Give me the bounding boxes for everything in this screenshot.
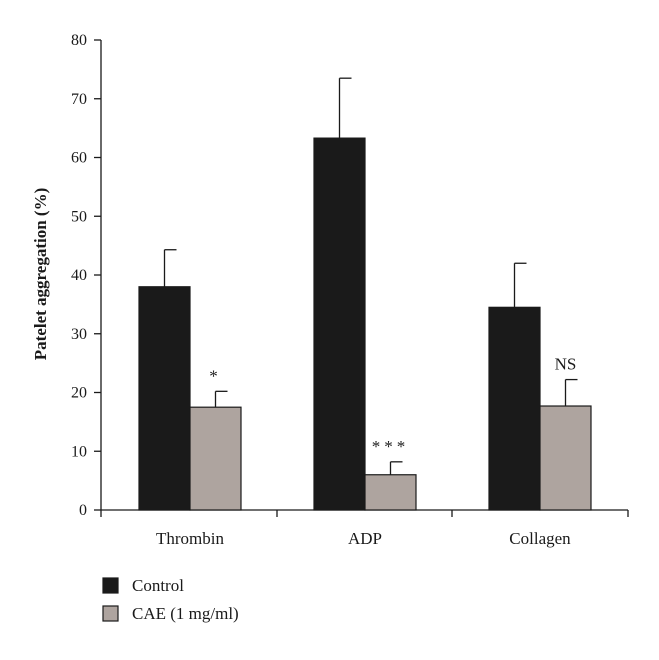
x-category-label: Thrombin — [156, 529, 224, 548]
significance-label: *** — [372, 437, 410, 456]
bar-cae — [189, 406, 242, 511]
x-axis: Thrombin ADP Collagen — [100, 509, 629, 548]
y-tick-label: 30 — [71, 326, 87, 343]
bars — [138, 137, 592, 511]
y-ticks: 0 10 20 30 40 50 60 70 80 — [71, 32, 101, 519]
x-ticks: Thrombin ADP Collagen — [100, 510, 629, 548]
x-category-label: ADP — [348, 529, 382, 548]
y-axis-title: Patelet aggregation (%) — [31, 188, 50, 360]
significance-label: * — [209, 366, 222, 385]
legend: Control CAE (1 mg/ml) — [102, 576, 239, 623]
bar-control — [488, 306, 541, 511]
bar-cae — [539, 405, 592, 511]
significance-annotations: ****NS — [209, 355, 576, 456]
bar-cae — [364, 474, 417, 511]
bar-control — [313, 137, 366, 511]
y-tick-label: 40 — [71, 267, 87, 284]
y-tick-label: 60 — [71, 150, 87, 167]
y-tick-label: 10 — [71, 443, 87, 460]
legend-swatch-cae — [102, 605, 119, 622]
y-tick-label: 80 — [71, 32, 87, 49]
error-bars — [163, 77, 578, 475]
y-tick-label: 70 — [71, 91, 87, 108]
significance-label: NS — [555, 355, 577, 374]
y-tick-label: 0 — [79, 502, 87, 519]
y-axis: 0 10 20 30 40 50 60 70 80 — [71, 32, 102, 519]
legend-swatch-control — [102, 577, 119, 594]
legend-label: CAE (1 mg/ml) — [132, 604, 239, 623]
y-tick-label: 20 — [71, 385, 87, 402]
bar-control — [138, 286, 191, 511]
legend-label: Control — [132, 576, 184, 595]
x-category-label: Collagen — [509, 529, 571, 548]
y-tick-label: 50 — [71, 208, 87, 225]
